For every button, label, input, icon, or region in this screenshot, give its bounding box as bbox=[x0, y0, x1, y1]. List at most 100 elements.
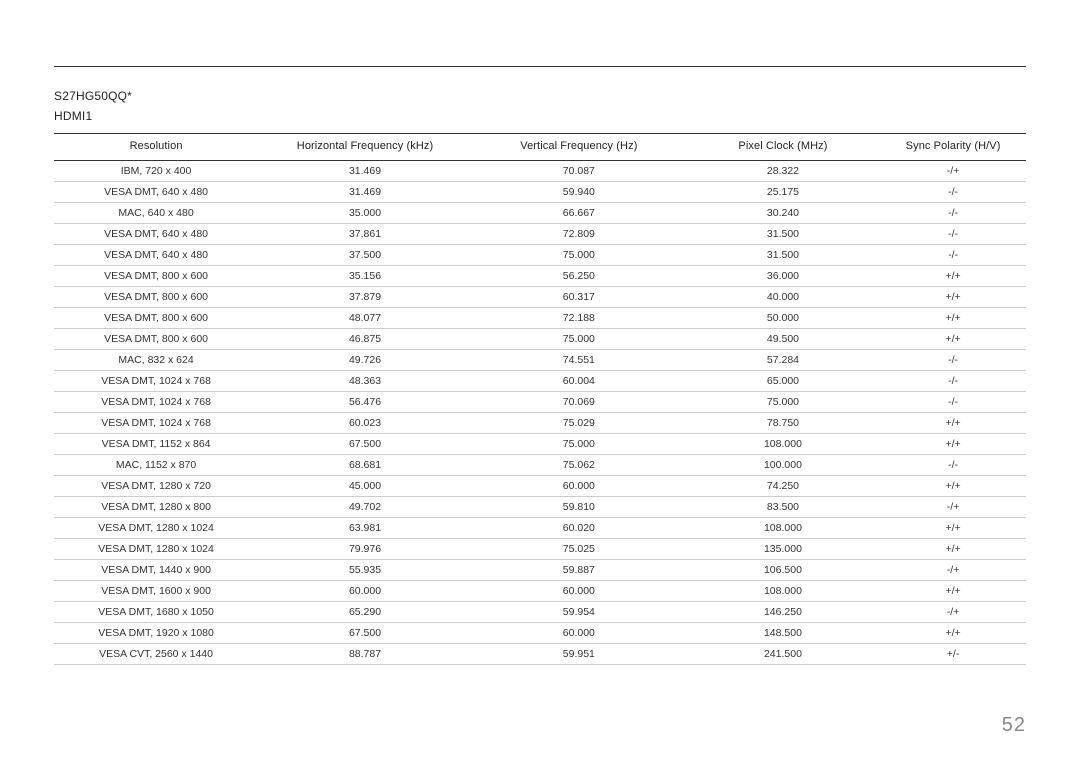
table-cell: +/+ bbox=[880, 476, 1026, 497]
table-cell: 48.077 bbox=[258, 308, 472, 329]
page-number: 52 bbox=[1002, 714, 1026, 737]
table-cell: 108.000 bbox=[686, 434, 880, 455]
table-cell: -/+ bbox=[880, 602, 1026, 623]
table-cell: 30.240 bbox=[686, 203, 880, 224]
col-header-sync: Sync Polarity (H/V) bbox=[880, 134, 1026, 161]
table-cell: 78.750 bbox=[686, 413, 880, 434]
table-cell: 36.000 bbox=[686, 266, 880, 287]
table-cell: 31.500 bbox=[686, 224, 880, 245]
table-cell: 66.667 bbox=[472, 203, 686, 224]
top-divider bbox=[54, 66, 1026, 67]
table-cell: 37.879 bbox=[258, 287, 472, 308]
table-row: VESA DMT, 1280 x 80049.70259.81083.500-/… bbox=[54, 497, 1026, 518]
table-cell: 56.250 bbox=[472, 266, 686, 287]
table-cell: 79.976 bbox=[258, 539, 472, 560]
table-cell: +/+ bbox=[880, 623, 1026, 644]
table-cell: -/+ bbox=[880, 497, 1026, 518]
table-cell: VESA DMT, 800 x 600 bbox=[54, 329, 258, 350]
table-cell: 63.981 bbox=[258, 518, 472, 539]
table-cell: VESA DMT, 1280 x 720 bbox=[54, 476, 258, 497]
table-cell: 60.000 bbox=[258, 581, 472, 602]
table-cell: 59.810 bbox=[472, 497, 686, 518]
table-cell: 35.000 bbox=[258, 203, 472, 224]
table-cell: 68.681 bbox=[258, 455, 472, 476]
table-cell: -/- bbox=[880, 224, 1026, 245]
table-cell: VESA DMT, 1920 x 1080 bbox=[54, 623, 258, 644]
table-cell: 83.500 bbox=[686, 497, 880, 518]
table-cell: +/+ bbox=[880, 413, 1026, 434]
table-cell: 106.500 bbox=[686, 560, 880, 581]
table-row: VESA DMT, 800 x 60035.15656.25036.000+/+ bbox=[54, 266, 1026, 287]
table-cell: 49.726 bbox=[258, 350, 472, 371]
table-cell: VESA DMT, 1600 x 900 bbox=[54, 581, 258, 602]
table-cell: 25.175 bbox=[686, 182, 880, 203]
table-cell: 60.000 bbox=[472, 476, 686, 497]
table-row: MAC, 1152 x 87068.68175.062100.000-/- bbox=[54, 455, 1026, 476]
table-cell: 59.940 bbox=[472, 182, 686, 203]
table-row: VESA DMT, 800 x 60046.87575.00049.500+/+ bbox=[54, 329, 1026, 350]
table-row: VESA DMT, 1024 x 76848.36360.00465.000-/… bbox=[54, 371, 1026, 392]
table-cell: VESA DMT, 1152 x 864 bbox=[54, 434, 258, 455]
table-cell: 31.469 bbox=[258, 182, 472, 203]
table-row: VESA DMT, 640 x 48037.50075.00031.500-/- bbox=[54, 245, 1026, 266]
col-header-pclk: Pixel Clock (MHz) bbox=[686, 134, 880, 161]
table-cell: -/+ bbox=[880, 560, 1026, 581]
table-row: VESA DMT, 1440 x 90055.93559.887106.500-… bbox=[54, 560, 1026, 581]
page-container: S27HG50QQ* HDMI1 Resolution Horizontal F… bbox=[0, 0, 1080, 665]
table-cell: 60.020 bbox=[472, 518, 686, 539]
table-cell: MAC, 832 x 624 bbox=[54, 350, 258, 371]
table-cell: VESA DMT, 1280 x 1024 bbox=[54, 518, 258, 539]
table-row: VESA DMT, 1680 x 105065.29059.954146.250… bbox=[54, 602, 1026, 623]
table-cell: 60.317 bbox=[472, 287, 686, 308]
table-cell: VESA DMT, 1024 x 768 bbox=[54, 392, 258, 413]
table-cell: -/+ bbox=[880, 161, 1026, 182]
timing-table: Resolution Horizontal Frequency (kHz) Ve… bbox=[54, 133, 1026, 665]
model-label: S27HG50QQ* bbox=[54, 89, 1026, 103]
table-cell: +/+ bbox=[880, 329, 1026, 350]
table-cell: 60.023 bbox=[258, 413, 472, 434]
table-cell: +/+ bbox=[880, 539, 1026, 560]
table-cell: -/- bbox=[880, 371, 1026, 392]
table-cell: 75.000 bbox=[686, 392, 880, 413]
table-cell: VESA DMT, 1280 x 800 bbox=[54, 497, 258, 518]
table-cell: 74.551 bbox=[472, 350, 686, 371]
table-cell: 75.000 bbox=[472, 245, 686, 266]
table-cell: 49.500 bbox=[686, 329, 880, 350]
table-cell: -/- bbox=[880, 203, 1026, 224]
table-cell: VESA DMT, 800 x 600 bbox=[54, 287, 258, 308]
table-cell: -/- bbox=[880, 455, 1026, 476]
table-cell: 59.954 bbox=[472, 602, 686, 623]
port-label: HDMI1 bbox=[54, 109, 1026, 123]
table-row: VESA DMT, 800 x 60048.07772.18850.000+/+ bbox=[54, 308, 1026, 329]
table-cell: 59.887 bbox=[472, 560, 686, 581]
table-row: VESA DMT, 640 x 48031.46959.94025.175-/- bbox=[54, 182, 1026, 203]
table-row: VESA CVT, 2560 x 144088.78759.951241.500… bbox=[54, 644, 1026, 665]
table-row: VESA DMT, 1024 x 76860.02375.02978.750+/… bbox=[54, 413, 1026, 434]
table-cell: 49.702 bbox=[258, 497, 472, 518]
table-cell: 72.188 bbox=[472, 308, 686, 329]
table-row: MAC, 832 x 62449.72674.55157.284-/- bbox=[54, 350, 1026, 371]
table-cell: 146.250 bbox=[686, 602, 880, 623]
table-cell: 135.000 bbox=[686, 539, 880, 560]
table-cell: 28.322 bbox=[686, 161, 880, 182]
table-cell: VESA DMT, 1024 x 768 bbox=[54, 413, 258, 434]
table-body: IBM, 720 x 40031.46970.08728.322-/+VESA … bbox=[54, 161, 1026, 665]
table-cell: 31.500 bbox=[686, 245, 880, 266]
table-cell: 60.000 bbox=[472, 581, 686, 602]
table-row: VESA DMT, 1280 x 102479.97675.025135.000… bbox=[54, 539, 1026, 560]
table-row: VESA DMT, 1152 x 86467.50075.000108.000+… bbox=[54, 434, 1026, 455]
table-cell: 75.000 bbox=[472, 329, 686, 350]
table-cell: 75.000 bbox=[472, 434, 686, 455]
table-cell: 31.469 bbox=[258, 161, 472, 182]
table-cell: 241.500 bbox=[686, 644, 880, 665]
table-cell: 88.787 bbox=[258, 644, 472, 665]
table-cell: 59.951 bbox=[472, 644, 686, 665]
table-cell: 35.156 bbox=[258, 266, 472, 287]
table-cell: 50.000 bbox=[686, 308, 880, 329]
table-cell: 45.000 bbox=[258, 476, 472, 497]
table-cell: VESA CVT, 2560 x 1440 bbox=[54, 644, 258, 665]
table-cell: +/+ bbox=[880, 308, 1026, 329]
table-cell: VESA DMT, 1680 x 1050 bbox=[54, 602, 258, 623]
table-cell: 108.000 bbox=[686, 581, 880, 602]
table-cell: 75.062 bbox=[472, 455, 686, 476]
